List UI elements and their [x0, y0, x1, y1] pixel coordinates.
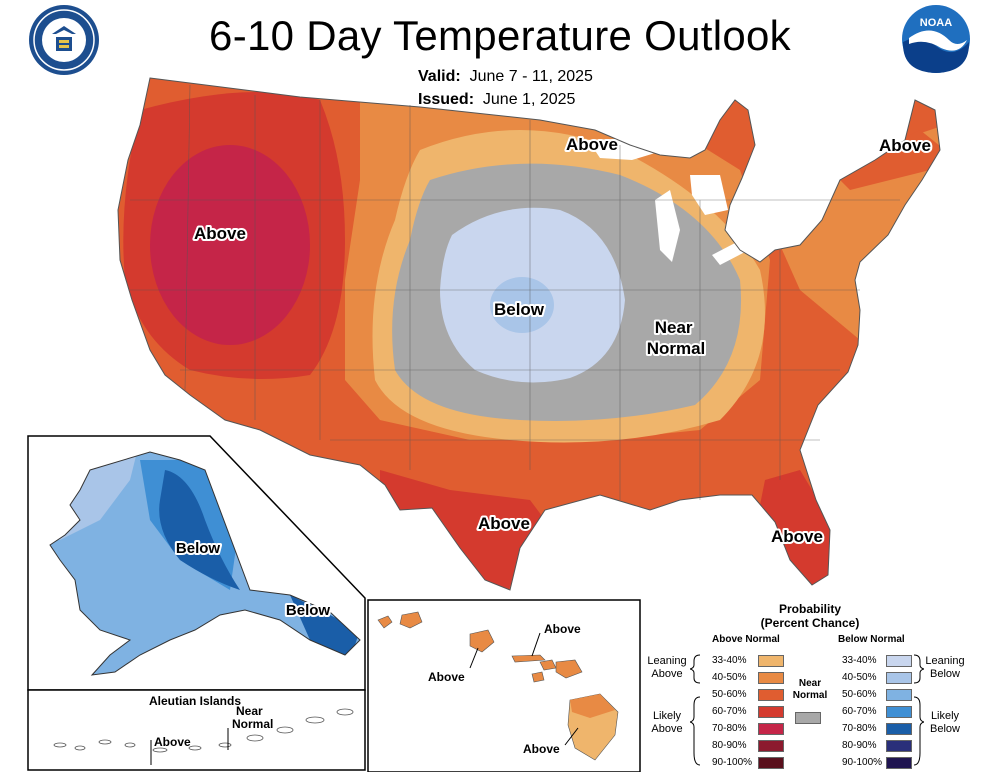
aleutian-title: Aleutian Islands [149, 694, 241, 708]
issued-date: Issued: June 1, 2025 [418, 91, 575, 109]
lake-huron [690, 175, 728, 215]
below-bin-6-swatch [886, 740, 912, 752]
label-alaska-below: Below [176, 540, 221, 557]
issued-label: Issued: [418, 91, 475, 108]
probability-legend: Probability (Percent Chance) Above Norma… [640, 600, 995, 772]
label-midwest-near-normal: Near Normal [647, 318, 706, 358]
leaning-above-label: Leaning Above [647, 655, 687, 680]
hawaii-islands [377, 611, 619, 761]
below-bin-7-swatch [886, 757, 912, 769]
conus-outline [117, 77, 941, 591]
zone-west-70-80 [150, 145, 310, 345]
hawaii-east-label: Above [544, 622, 581, 636]
below-bin-5-label: 70-80% [842, 723, 877, 734]
near-normal-line2: Normal [647, 339, 706, 358]
lake-superior [588, 138, 665, 160]
aleutian-normal-label: Normal [232, 717, 273, 731]
above-bin-6-label: 80-90% [712, 740, 747, 751]
legend-title-line1: Probability [778, 602, 841, 616]
valid-dates: Valid: June 7 - 11, 2025 [418, 68, 593, 86]
ak-70-80 [159, 470, 240, 590]
noaa-text: NOAA [920, 17, 952, 29]
leaning-below-label: Leaning Below [925, 655, 965, 680]
zone-texas-60-70 [380, 470, 545, 590]
zone-below-40-50 [490, 277, 554, 333]
above-bin-6-swatch [758, 740, 784, 752]
aleutian-islands [53, 708, 354, 753]
valid-label: Valid: [418, 68, 461, 85]
lake-erie [712, 230, 768, 265]
valid-value: June 7 - 11, 2025 [469, 68, 593, 85]
ak-southeast-70-80 [290, 595, 360, 660]
lake-michigan [655, 190, 680, 262]
aleutian-inset-frame [27, 689, 366, 771]
above-bin-3-swatch [758, 689, 784, 701]
below-bin-3-swatch [886, 689, 912, 701]
below-bin-1-swatch [886, 655, 912, 667]
below-braces [913, 654, 924, 766]
commerce-seal-icon [29, 5, 99, 75]
aleutian-near-label: Near [236, 704, 263, 718]
state-borders [130, 84, 900, 500]
below-bin-1-label: 33-40% [842, 655, 877, 666]
likely-below-label: Likely Below [930, 710, 960, 735]
aleutian-above-label: Above [154, 735, 191, 749]
alaska-outline [49, 451, 361, 676]
zone-maine-50-60 [830, 130, 940, 190]
hawaii-west-label: Above [428, 670, 465, 684]
above-bin-1-label: 33-40% [712, 655, 747, 666]
above-bin-3-label: 50-60% [712, 689, 747, 700]
noaa-logo-icon: NOAA [902, 5, 970, 73]
above-bin-2-label: 40-50% [712, 672, 747, 683]
below-bin-5-swatch [886, 723, 912, 735]
legend-title: Probability (Percent Chance) [640, 602, 980, 630]
below-bin-4-swatch [886, 706, 912, 718]
below-bin-6-label: 80-90% [842, 740, 877, 751]
near-normal-swatch [795, 712, 821, 724]
near-normal-line1: Near [655, 318, 693, 337]
above-bin-4-swatch [758, 706, 784, 718]
above-bin-2-swatch [758, 672, 784, 684]
likely-above-label: Likely Above [651, 710, 683, 735]
above-bin-7-label: 90-100% [712, 757, 753, 768]
above-braces [690, 654, 701, 766]
label-north-above: Above [566, 135, 618, 154]
label-west-above: Above [194, 224, 246, 243]
below-bin-2-label: 40-50% [842, 672, 877, 683]
hawaii-big-island-label: Above [523, 742, 560, 756]
above-normal-header: Above Normal [712, 634, 780, 645]
map-title: 6-10 Day Temperature Outlook [209, 12, 791, 59]
above-bin-5-label: 70-80% [712, 723, 747, 734]
label-northeast-above: Above [879, 136, 931, 155]
label-florida-above: Above [771, 527, 823, 546]
below-bin-7-label: 90-100% [842, 757, 883, 768]
above-bin-5-swatch [758, 723, 784, 735]
above-bin-4-label: 60-70% [712, 706, 747, 717]
below-bin-2-swatch [886, 672, 912, 684]
near-normal-legend-label: Near Normal [792, 678, 828, 701]
label-texas-above: Above [478, 514, 530, 533]
above-bin-1-swatch [758, 655, 784, 667]
below-bin-4-label: 60-70% [842, 706, 877, 717]
hawaii-east-pointer [531, 632, 541, 657]
below-normal-header: Below Normal [838, 634, 905, 645]
issued-value: June 1, 2025 [482, 91, 576, 108]
below-bin-3-label: 50-60% [842, 689, 877, 700]
hawaii-big-island-pointer [564, 727, 579, 746]
hawaii-west-pointer [469, 647, 479, 669]
legend-title-line2: (Percent Chance) [760, 616, 860, 630]
label-alaska-se-below: Below [286, 602, 331, 619]
label-central-below: Below [494, 300, 545, 319]
above-bin-7-swatch [758, 757, 784, 769]
